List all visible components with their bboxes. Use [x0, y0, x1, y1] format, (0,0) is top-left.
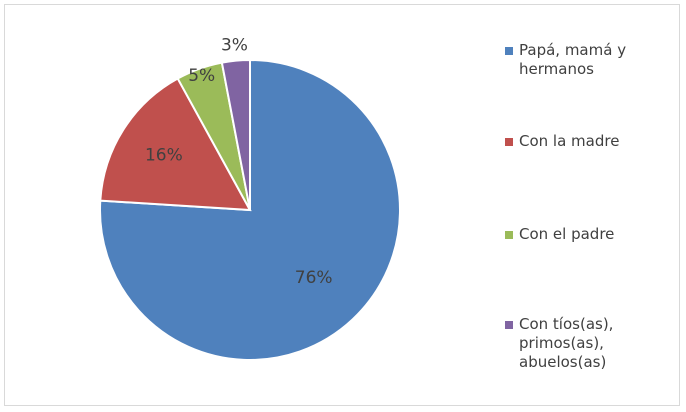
legend-label-1: Con la madre [519, 132, 620, 150]
pie-slice-3 [220, 58, 251, 211]
legend-item-1: Con la madre [505, 132, 619, 151]
legend-swatch-0 [505, 47, 513, 55]
pie-slice-1 [99, 77, 252, 212]
chart-frame: 76% 16% 5% 3% Papá, mamá y hermanos Con la … [4, 4, 680, 406]
legend-item-0: Papá, mamá y hermanos [505, 41, 626, 79]
data-label-0: 76% [295, 268, 333, 288]
pie-chart: 76% 16% 5% 3% [99, 36, 401, 361]
pie-slice-0 [99, 58, 401, 361]
data-label-3: 3% [221, 36, 248, 56]
legend-item-2: Con el padre [505, 225, 614, 244]
legend-swatch-2 [505, 231, 513, 239]
legend-label-3: Con tíos(as), primos(as), abuelos(as) [519, 315, 614, 371]
data-label-1: 16% [145, 145, 183, 165]
data-label-2: 5% [188, 66, 215, 86]
legend-label-2: Con el padre [519, 225, 615, 243]
legend-item-3: Con tíos(as), primos(as), abuelos(as) [505, 315, 613, 372]
legend-label-0: Papá, mamá y hermanos [519, 41, 627, 78]
legend-swatch-3 [505, 321, 513, 329]
legend-swatch-1 [505, 138, 513, 146]
